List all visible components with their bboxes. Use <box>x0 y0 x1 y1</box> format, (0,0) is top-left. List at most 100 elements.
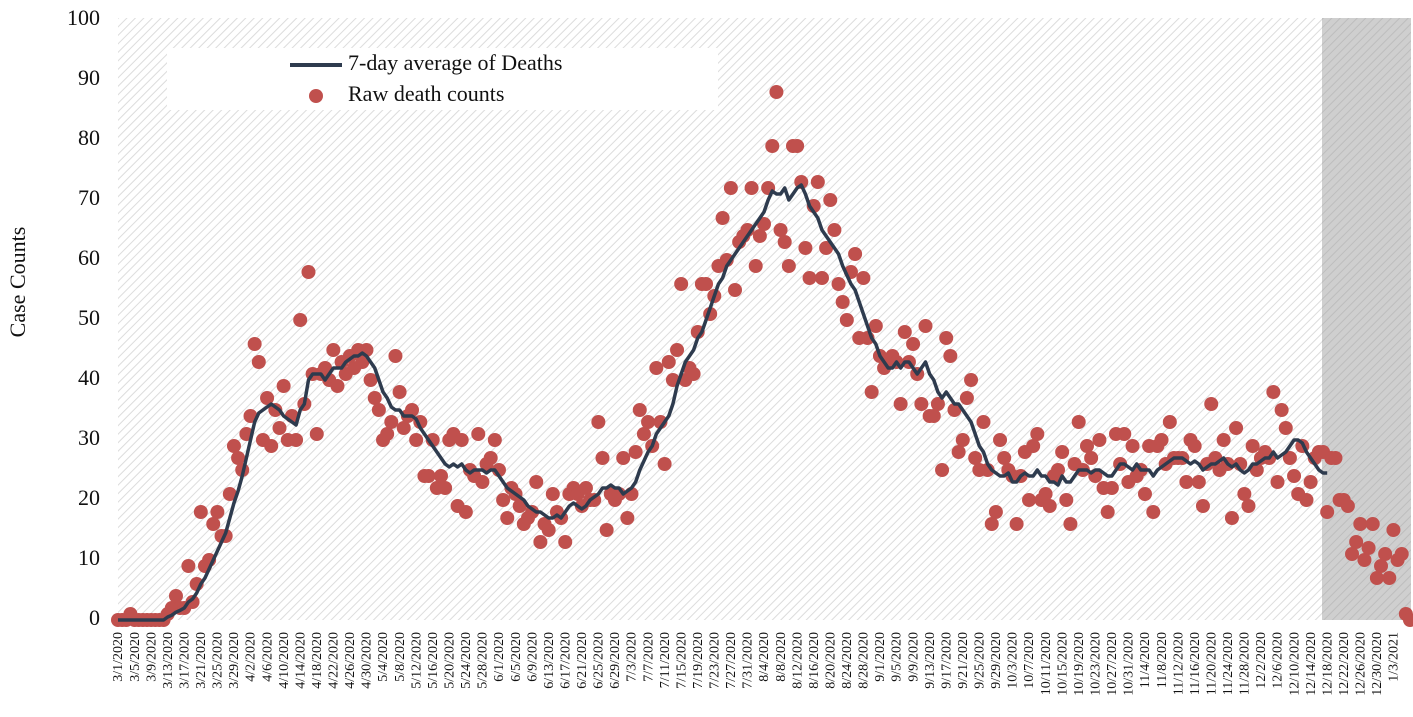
x-tick-label: 4/18/2020 <box>310 632 325 689</box>
x-tick-label: 4/30/2020 <box>360 632 375 689</box>
raw-point <box>819 241 834 255</box>
y-tick-label: 50 <box>78 305 100 330</box>
x-tick-label: 5/16/2020 <box>426 632 441 689</box>
raw-point <box>1303 475 1318 489</box>
raw-point <box>421 469 436 483</box>
raw-point <box>185 595 200 609</box>
raw-point <box>773 223 788 237</box>
raw-point <box>636 427 651 441</box>
y-tick-label: 70 <box>78 185 100 210</box>
x-tick-label: 12/26/2020 <box>1354 632 1369 696</box>
raw-point <box>906 337 921 351</box>
x-tick-label: 4/14/2020 <box>293 632 308 689</box>
raw-point <box>210 505 225 519</box>
x-tick-label: 9/13/2020 <box>923 632 938 689</box>
raw-point <box>757 217 771 231</box>
x-tick-label: 9/9/2020 <box>906 632 921 682</box>
x-tick-label: 12/22/2020 <box>1337 632 1352 696</box>
x-tick-label: 11/16/2020 <box>1188 632 1203 695</box>
x-tick-label: 6/29/2020 <box>608 632 623 689</box>
x-tick-label: 12/18/2020 <box>1320 632 1335 696</box>
raw-point <box>984 517 999 531</box>
raw-point <box>781 259 796 273</box>
x-tick-label: 6/21/2020 <box>575 632 590 689</box>
raw-point <box>657 457 672 471</box>
raw-point <box>951 445 966 459</box>
raw-point <box>545 487 560 501</box>
x-tick-label: 5/8/2020 <box>393 632 408 682</box>
raw-point <box>1080 439 1094 453</box>
raw-point <box>1403 613 1413 627</box>
x-tick-label: 9/21/2020 <box>956 632 971 689</box>
raw-point <box>769 85 784 99</box>
y-tick-label: 10 <box>78 545 100 570</box>
raw-point <box>168 589 183 603</box>
raw-point <box>1224 511 1239 525</box>
x-tick-label: 3/17/2020 <box>177 632 192 689</box>
x-tick-label: 9/29/2020 <box>989 632 1004 689</box>
raw-point <box>744 181 759 195</box>
raw-point <box>1282 451 1297 465</box>
x-tick-label: 8/20/2020 <box>823 632 838 689</box>
raw-point <box>699 277 714 291</box>
raw-point <box>814 271 829 285</box>
raw-point <box>918 319 933 333</box>
raw-point <box>384 415 399 429</box>
raw-point <box>839 313 854 327</box>
raw-point <box>454 433 469 447</box>
raw-point <box>964 373 979 387</box>
raw-point <box>715 211 730 225</box>
y-tick-label: 90 <box>78 65 100 90</box>
raw-point <box>355 355 370 369</box>
x-tick-label: 4/22/2020 <box>327 632 342 689</box>
raw-point <box>529 475 544 489</box>
raw-point <box>1191 475 1206 489</box>
raw-point <box>388 349 403 363</box>
raw-point <box>897 325 912 339</box>
x-tick-label: 7/3/2020 <box>625 632 640 682</box>
raw-point <box>893 397 908 411</box>
raw-point <box>1378 547 1393 561</box>
raw-point <box>1249 463 1264 477</box>
raw-point <box>247 337 262 351</box>
raw-point <box>1266 385 1281 399</box>
raw-point <box>193 505 208 519</box>
x-tick-label: 6/9/2020 <box>525 632 540 682</box>
y-tick-label: 40 <box>78 365 100 390</box>
x-tick-label: 9/5/2020 <box>890 632 905 682</box>
x-tick-label: 3/21/2020 <box>194 632 209 689</box>
raw-point <box>1241 499 1256 513</box>
x-tick-label: 6/17/2020 <box>558 632 573 689</box>
x-tick-label: 11/28/2020 <box>1238 632 1253 695</box>
raw-point <box>1179 475 1194 489</box>
raw-point <box>1369 571 1384 585</box>
raw-point <box>318 361 333 375</box>
raw-point <box>1071 415 1086 429</box>
raw-point <box>578 481 593 495</box>
raw-point <box>1320 505 1335 519</box>
raw-point <box>276 379 291 393</box>
raw-point <box>1374 559 1389 573</box>
x-tick-label: 4/6/2020 <box>260 632 275 682</box>
raw-point <box>367 391 382 405</box>
raw-point <box>1092 433 1107 447</box>
x-tick-label: 6/1/2020 <box>492 632 507 682</box>
raw-point <box>997 451 1012 465</box>
raw-point <box>1051 463 1066 477</box>
raw-point <box>1345 547 1360 561</box>
x-tick-label: 5/20/2020 <box>443 632 458 689</box>
raw-point <box>272 421 287 435</box>
x-tick-label: 11/4/2020 <box>1138 632 1153 688</box>
raw-point <box>1084 451 1099 465</box>
y-axis-title: Case Counts <box>5 227 30 338</box>
raw-point <box>993 433 1008 447</box>
raw-point <box>206 517 221 531</box>
x-tick-label: 12/2/2020 <box>1254 632 1269 689</box>
x-tick-label: 7/23/2020 <box>708 632 723 689</box>
raw-point <box>1353 517 1368 531</box>
raw-point <box>628 445 643 459</box>
x-tick-label: 8/12/2020 <box>790 632 805 689</box>
raw-point <box>777 235 792 249</box>
raw-point <box>1349 535 1364 549</box>
